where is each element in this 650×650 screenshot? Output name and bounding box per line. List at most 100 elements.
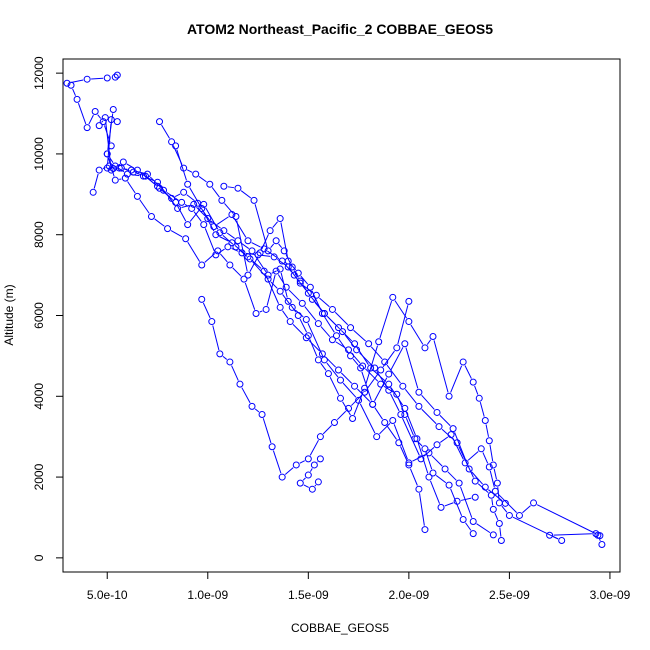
series-line-segment <box>177 205 187 222</box>
data-point <box>375 338 383 346</box>
series-line-segment <box>202 302 211 319</box>
data-point <box>180 188 188 196</box>
series-line-segment <box>203 211 215 232</box>
series-line-segment <box>405 417 414 436</box>
series-line-segment <box>299 318 307 333</box>
data-point <box>485 437 493 445</box>
data-point <box>592 530 600 538</box>
series-line-segment <box>244 282 256 310</box>
data-point <box>141 172 149 180</box>
data-point <box>465 465 473 473</box>
data-point <box>121 174 129 182</box>
data-point <box>276 215 284 223</box>
data-point <box>393 344 401 352</box>
data-point <box>214 247 222 255</box>
y-tick-label: 2000 <box>32 463 46 490</box>
data-point <box>113 71 121 79</box>
data-point <box>304 289 312 297</box>
series-line-segment <box>329 377 340 395</box>
series-line-segment <box>314 302 323 311</box>
data-point <box>339 328 347 336</box>
series-layer <box>63 71 606 549</box>
series-line-segment <box>280 222 288 258</box>
data-point <box>198 261 206 269</box>
data-point <box>248 402 256 410</box>
data-point <box>399 382 407 390</box>
series-line-segment <box>148 178 157 187</box>
series-line-segment <box>326 362 339 378</box>
series-line-segment <box>166 192 179 201</box>
series-line-segment <box>137 172 142 176</box>
data-point <box>236 380 244 388</box>
series-line-segment <box>302 477 306 481</box>
data-point <box>220 227 228 235</box>
series-line-segment <box>350 352 361 364</box>
series-line-segment <box>251 242 261 248</box>
series-line-segment <box>476 523 491 534</box>
y-tick-label: 4000 <box>32 383 46 410</box>
series-line-segment <box>216 216 229 225</box>
data-point <box>336 376 344 384</box>
data-point <box>334 366 342 374</box>
data-point <box>530 499 538 507</box>
data-point <box>260 245 268 253</box>
data-point <box>276 303 284 311</box>
series-line-segment <box>435 475 447 484</box>
x-tick-label: 1.0e-09 <box>187 588 228 602</box>
data-point <box>160 186 168 194</box>
series-line-segment <box>512 516 559 540</box>
data-point <box>200 221 208 229</box>
data-point <box>238 249 246 257</box>
series-line-segment <box>233 217 247 238</box>
data-point <box>246 255 254 263</box>
series-line-segment <box>390 347 404 371</box>
data-point <box>240 275 248 283</box>
series-line-segment <box>474 385 479 395</box>
series-line-segment <box>334 311 349 326</box>
series-line-segment <box>266 274 276 306</box>
series-line-segment <box>431 455 443 467</box>
x-axis-label: COBBAE_GEOS5 <box>291 621 389 635</box>
series-line-segment <box>311 290 322 311</box>
data-point <box>357 364 365 372</box>
series-line-segment <box>324 356 337 368</box>
series-line-segment <box>282 294 291 305</box>
data-point <box>198 204 206 212</box>
data-point <box>373 433 381 441</box>
data-point <box>244 271 252 279</box>
data-point <box>491 487 499 495</box>
series-line-segment <box>365 368 379 382</box>
data-point <box>276 287 284 295</box>
data-point <box>280 247 288 255</box>
series-line-segment <box>292 324 304 336</box>
data-point <box>433 408 441 416</box>
data-point <box>433 441 441 449</box>
series-line-segment <box>426 339 432 345</box>
series-line-segment <box>382 350 395 368</box>
data-point <box>232 243 240 251</box>
series-line-segment <box>351 394 363 406</box>
data-point <box>272 267 280 275</box>
data-point <box>316 433 324 441</box>
data-point <box>453 497 461 505</box>
data-point <box>445 481 453 489</box>
data-point <box>445 392 453 400</box>
series-line-segment <box>288 289 300 301</box>
data-point <box>260 267 268 275</box>
series-line-segment <box>460 497 472 501</box>
series-line-segment <box>338 338 349 353</box>
data-point <box>359 362 367 370</box>
data-point <box>413 435 421 443</box>
series <box>103 105 477 538</box>
data-point <box>89 188 97 196</box>
series-line-segment <box>344 334 355 347</box>
series-line-segment <box>390 393 400 412</box>
series-line-segment <box>277 274 285 285</box>
data-point <box>294 312 302 319</box>
chart-title: ATOM2 Northeast_Pacific_2 COBBAE_GEOS5 <box>187 21 493 37</box>
data-point <box>459 358 467 366</box>
data-point <box>284 297 292 305</box>
series-line-segment <box>410 324 424 345</box>
x-tick-label: 2.5e-09 <box>489 588 530 602</box>
data-point <box>401 404 409 412</box>
